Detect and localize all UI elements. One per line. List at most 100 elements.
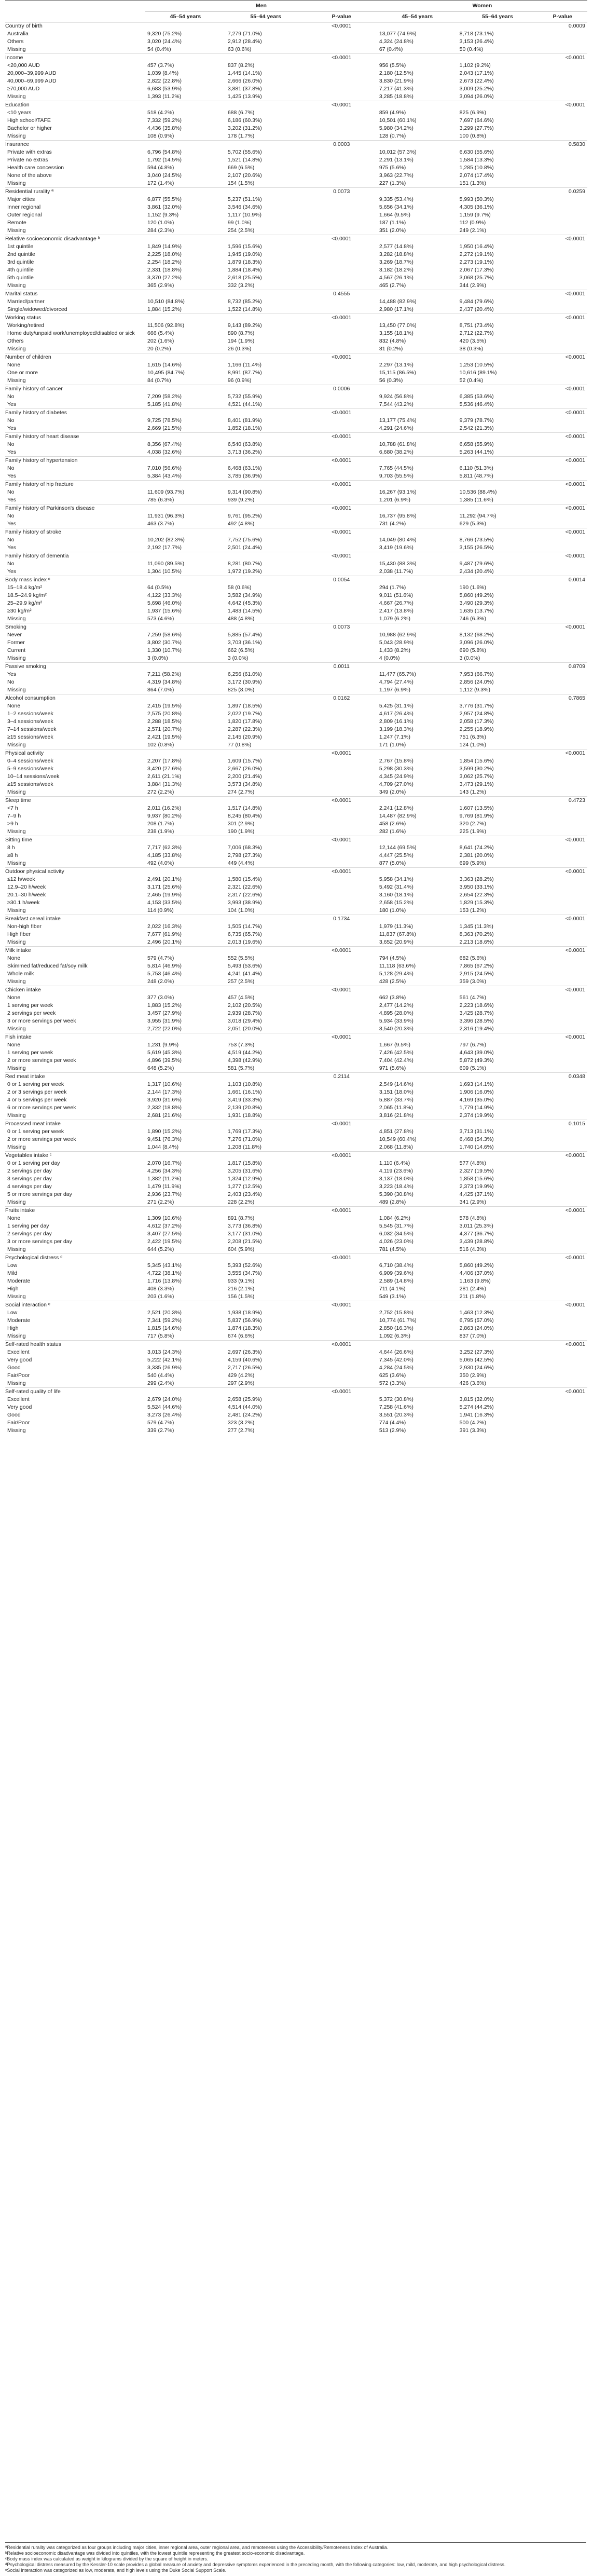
empty-cell xyxy=(145,796,226,805)
women-45-54-value: 2,241 (12.8%) xyxy=(379,805,413,811)
empty-cell xyxy=(225,187,306,196)
group-label: Family history of Parkinson's disease xyxy=(5,504,146,512)
men-55-64-value: 277 (2.7%) xyxy=(227,1427,255,1434)
women-55-64-value: 3,439 (28.8%) xyxy=(459,1238,494,1245)
women-45-54-value: 3,182 (18.2%) xyxy=(379,267,413,273)
men-55-64-value: 9,143 (89.2%) xyxy=(227,322,262,329)
empty-cell xyxy=(537,520,587,528)
empty-cell xyxy=(306,631,377,639)
empty-cell xyxy=(377,408,458,417)
men-45-54-value: 3,955 (31.9%) xyxy=(147,1018,182,1024)
women-55-64-value: 426 (3.6%) xyxy=(459,1380,487,1386)
women-55-64-value: 1,635 (13.7%) xyxy=(459,608,494,614)
women-45-54-value: 6,710 (38.4%) xyxy=(379,1262,413,1269)
table-row: Bachelor or higher 4,436 (35.8%) 3,202 (31… xyxy=(5,125,587,132)
group-label: Residential rurality ª xyxy=(5,187,146,196)
women-45-54-value: 2,658 (15.2%) xyxy=(379,899,413,906)
women-45-54-value: 428 (2.5%) xyxy=(379,978,406,985)
women-p-value: 0.1015 xyxy=(537,1120,587,1128)
table-row: Good 3,273 (26.4%) 2,481 (24.2%) 3,551 (20.… xyxy=(5,1411,587,1419)
empty-cell xyxy=(225,504,306,512)
group-row: Family history of diabetes <0.0001 <0.0001 xyxy=(5,408,587,417)
row-label: 5th quintile xyxy=(7,275,34,281)
empty-cell xyxy=(537,1372,587,1380)
men-45-54-value: 208 (1.7%) xyxy=(147,821,174,827)
women-55-64-value: 1,385 (11.6%) xyxy=(459,497,493,503)
empty-cell xyxy=(225,1206,306,1215)
men-45-54-value: 102 (0.8%) xyxy=(147,742,174,748)
men-p-value: 0.1734 xyxy=(306,915,377,923)
row-label: 7–14 sessions/week xyxy=(7,726,57,732)
empty-cell xyxy=(537,955,587,962)
table-row: Low 5,345 (43.1%) 5,393 (52.6%) 6,710 (38.4… xyxy=(5,1262,587,1270)
women-55-64-value: 1,253 (10.5%) xyxy=(459,362,494,368)
empty-cell xyxy=(145,694,226,702)
women-55-64-value: 2,542 (21.3%) xyxy=(459,425,494,431)
table-row: 25–29.9 kg/m² 5,698 (46.0%) 4,642 (45.3%) 4… xyxy=(5,599,587,607)
table-row: Yes 5,384 (43.4%) 3,785 (36.9%) 9,703 (55.5… xyxy=(5,472,587,481)
empty-cell xyxy=(537,1167,587,1175)
women-45-54-value: 5,887 (33.7%) xyxy=(379,1097,413,1103)
table-row: Yes 2,669 (21.5%) 1,852 (18.1%) 4,291 (24.6… xyxy=(5,425,587,433)
men-55-64-value: 669 (6.5%) xyxy=(227,165,255,171)
men-55-64-value: 8,401 (81.9%) xyxy=(227,417,262,424)
women-55-64-value: 52 (0.4%) xyxy=(459,377,484,384)
group-row: Family history of dementia <0.0001 <0.0001 xyxy=(5,552,587,560)
women-45-54-value: 349 (2.0%) xyxy=(379,789,406,795)
men-45-54-value: 5,619 (45.3%) xyxy=(147,1050,182,1056)
women-45-54-value: 7,217 (41.3%) xyxy=(379,86,413,92)
men-45-54-value: 8,356 (67.4%) xyxy=(147,441,182,447)
table-row: High fiber 7,677 (61.9%) 6,735 (65.7%) 11,8… xyxy=(5,931,587,938)
men-45-54-value: 2,496 (20.1%) xyxy=(147,939,182,945)
empty-cell xyxy=(306,1010,377,1017)
empty-cell xyxy=(306,132,377,141)
women-p-value: 0.0348 xyxy=(537,1072,587,1081)
men-45-54-value: 108 (0.9%) xyxy=(147,133,174,139)
empty-cell xyxy=(537,970,587,978)
row-label: None xyxy=(7,362,21,368)
empty-cell xyxy=(457,290,538,298)
table-row: 5–9 sessions/week 3,420 (27.6%) 2,667 (26.… xyxy=(5,765,587,773)
empty-cell xyxy=(537,46,587,54)
empty-cell xyxy=(306,266,377,274)
women-45-54-value: 1,433 (8.2%) xyxy=(379,647,410,653)
empty-cell xyxy=(306,337,377,345)
empty-cell xyxy=(306,1380,377,1388)
table-row: Missing 644 (5.2%) 604 (5.9%) 781 (4.5%) 516… xyxy=(5,1246,587,1254)
row-label: Missing xyxy=(7,1199,26,1205)
table-row: No 4,319 (34.8%) 3,172 (30.9%) 4,794 (27.4%… xyxy=(5,678,587,686)
row-label: Missing xyxy=(7,282,26,289)
women-45-54-value: 2,549 (14.6%) xyxy=(379,1081,413,1087)
men-55-64-value: 825 (8.0%) xyxy=(227,687,255,693)
header-men-age1: 45–54 years xyxy=(145,11,226,22)
women-45-54-value: 2,752 (15.8%) xyxy=(379,1310,413,1316)
women-45-54-value: 2,417 (13.8%) xyxy=(379,608,413,614)
row-label: 40,000–69,999 AUD xyxy=(7,78,57,84)
empty-cell xyxy=(537,109,587,117)
row-label: No xyxy=(7,679,15,685)
men-45-54-value: 6,683 (53.9%) xyxy=(147,86,182,92)
men-45-54-value: 1,890 (15.2%) xyxy=(147,1128,182,1135)
men-55-64-value: 254 (2.5%) xyxy=(227,227,255,234)
men-55-64-value: 3,785 (36.9%) xyxy=(227,473,262,479)
women-45-54-value: 7,426 (42.5%) xyxy=(379,1050,413,1056)
row-label: High xyxy=(7,1325,19,1331)
group-row: Relative socioeconomic disadvantage ᵇ <0.… xyxy=(5,235,587,243)
men-55-64-value: 2,013 (19.6%) xyxy=(227,939,262,945)
men-45-54-value: 20 (0.2%) xyxy=(147,346,171,352)
empty-cell xyxy=(537,211,587,219)
empty-cell xyxy=(306,765,377,773)
women-45-54-value: 3,540 (20.3%) xyxy=(379,1026,413,1032)
empty-cell xyxy=(537,1183,587,1191)
empty-cell xyxy=(457,528,538,536)
women-45-54-value: 2,850 (16.3%) xyxy=(379,1325,413,1331)
women-45-54-value: 7,544 (43.2%) xyxy=(379,401,413,407)
women-45-54-value: 3,282 (18.8%) xyxy=(379,251,413,257)
table-row: Missing 492 (4.0%) 449 (4.4%) 877 (5.0%) 699… xyxy=(5,860,587,868)
empty-cell xyxy=(145,623,226,631)
men-55-64-value: 3,881 (37.8%) xyxy=(227,86,262,92)
men-45-54-value: 2,521 (20.3%) xyxy=(147,1310,182,1316)
row-label: Missing xyxy=(7,860,26,866)
empty-cell xyxy=(377,1072,458,1081)
table-row: 0 or 1 serving per day 2,070 (16.7%) 1,817… xyxy=(5,1160,587,1167)
